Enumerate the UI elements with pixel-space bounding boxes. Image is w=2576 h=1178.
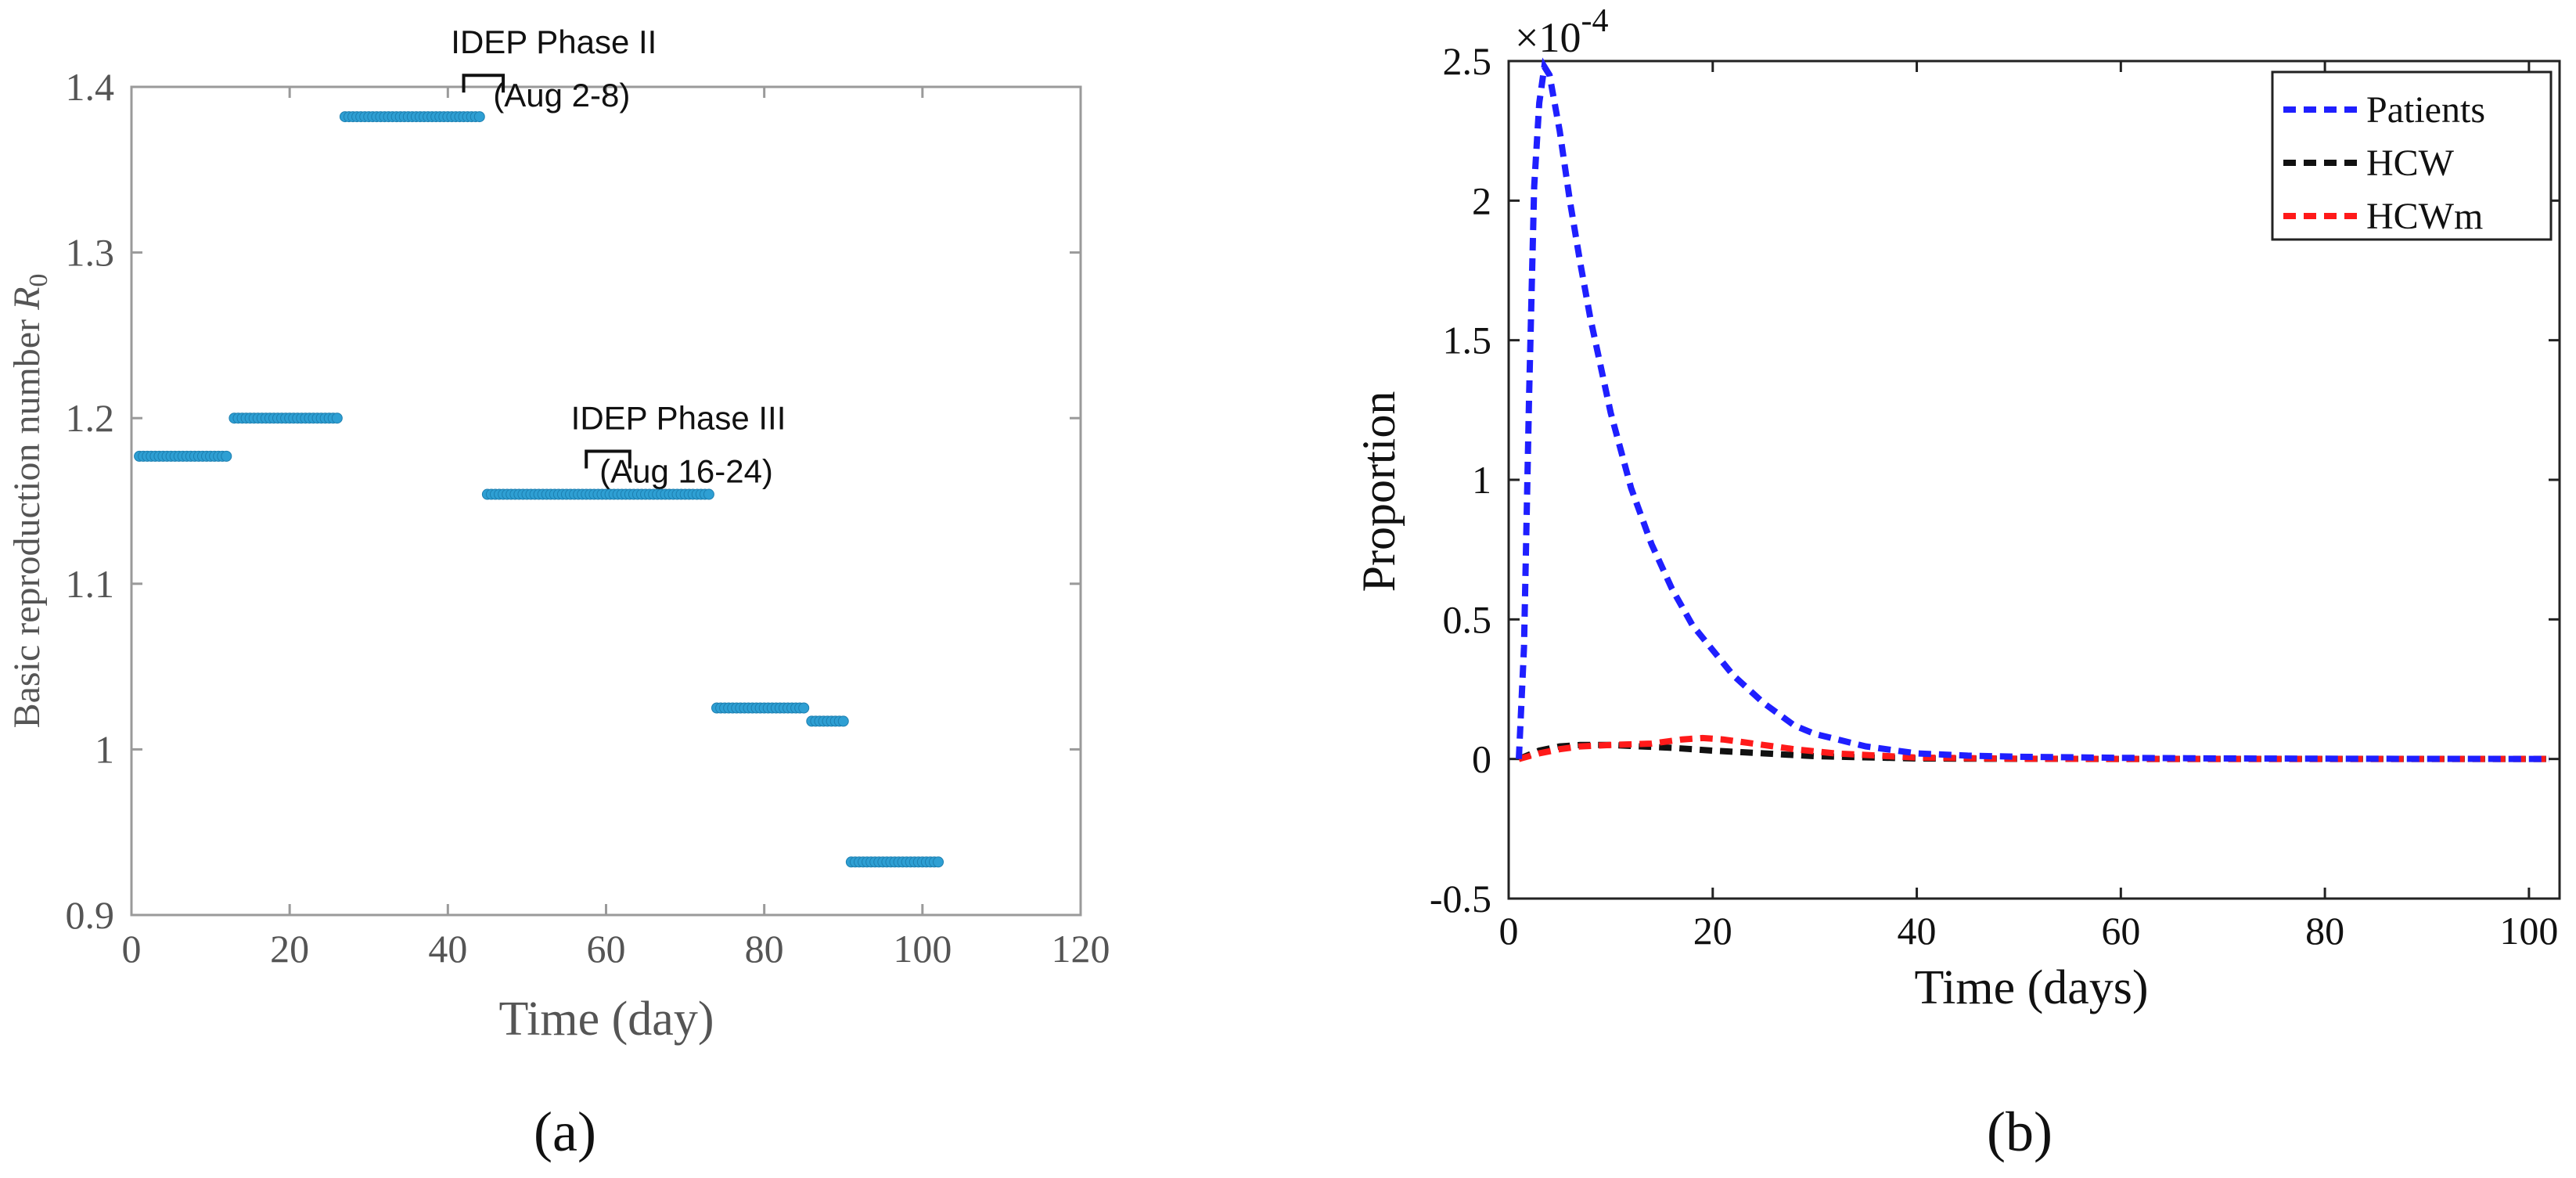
panel-a-data-point (703, 488, 714, 500)
panel-b-series-line-hcwm (1517, 734, 2549, 762)
panel-a-x-tick-label: 60 (587, 927, 626, 971)
panel-b-y-tick-label: 2.5 (1443, 39, 1492, 83)
legend-label-hcw: HCW (2366, 142, 2455, 184)
panel-b-x-tick-label: 80 (2305, 909, 2344, 953)
panel-b-y-tick-label: 1 (1472, 458, 1491, 502)
panel-a-y-tick-label: 1.3 (66, 231, 115, 275)
legend-label-patients: Patients (2366, 89, 2485, 131)
panel-a-data-points (134, 111, 944, 868)
panel-b-x-ticks: 0 20 40 60 80 100 (1499, 61, 2558, 953)
panel-b-x-tick-label: 0 (1499, 909, 1519, 953)
panel-b-series-line-patients (1516, 57, 2549, 762)
panel-a-x-ticks: 0 20 40 60 80 100 120 (122, 87, 1110, 971)
panel-a-chart: 0.9 1 1.1 1.2 1.3 1.4 0 20 40 60 80 100 120 IDEP Ph… (6, 23, 1110, 1046)
panel-a-x-tick-label: 80 (745, 927, 784, 971)
panel-a-data-point (221, 450, 232, 462)
panel-a-data-point (331, 412, 343, 424)
panel-b-letter: (b) (1987, 1101, 2053, 1163)
panel-a-data-point (837, 715, 849, 727)
panel-a-x-tick-label: 0 (122, 927, 142, 971)
panel-a-y-tick-label: 1.4 (66, 65, 115, 109)
panel-a-plot-frame (130, 85, 1082, 917)
panel-a-annotation-title: IDEP Phase II (451, 23, 657, 60)
panel-a-annotation-title: IDEP Phase III (571, 400, 786, 437)
panel-a-y-ticks: 0.9 1 1.1 1.2 1.3 1.4 (66, 65, 1081, 937)
panel-a-annotation-bracket (462, 74, 505, 93)
legend-label-hcwm: HCWm (2366, 196, 2483, 237)
panel-a-y-tick-label: 1.2 (66, 396, 115, 440)
panel-b-y-axis-label: Proportion (1353, 391, 1405, 593)
panel-a-data-point (798, 702, 810, 714)
panel-b-legend: Patients HCW HCWm (2271, 70, 2553, 241)
panel-a-y-axis-label: Basic reproduction number R0 (6, 274, 53, 729)
panel-b-x-tick-label: 20 (1693, 909, 1732, 953)
panel-b-x-tick-label: 100 (2499, 909, 2558, 953)
panel-a-x-tick-label: 120 (1052, 927, 1110, 971)
panel-b-y-tick-label: -0.5 (1430, 877, 1491, 920)
panel-b-y-tick-label: 0.5 (1443, 597, 1492, 641)
panel-a-annotation-bracket (585, 449, 631, 469)
panel-a-data-point (473, 111, 485, 123)
panel-b-y-ticks: -0.5 0 0.5 1 1.5 2 2.5 (1430, 39, 2560, 920)
panel-a-x-tick-label: 100 (893, 927, 952, 971)
panel-b-chart: -0.500.511.522.5 0 20 40 60 80 100 ×10-4 Time… (1353, 3, 2561, 1014)
panel-b-series-lines (1516, 57, 2549, 762)
panel-a-annotation-dates: (Aug 16-24) (599, 453, 773, 490)
panel-a-annotations: IDEP Phase II (Aug 2-8) IDEP Phase III (Aug… (451, 23, 786, 489)
panel-b-y-scale-multiplier: ×10-4 (1515, 3, 1608, 61)
panel-a-y-tick-label: 1 (95, 727, 114, 771)
panel-a-data-point (933, 856, 944, 868)
panel-a-x-tick-label: 40 (428, 927, 467, 971)
panel-b-y-tick-label: 1.5 (1443, 319, 1492, 362)
panel-b-x-axis-label: Time (days) (1914, 961, 2148, 1014)
panel-a-annotation-dates: (Aug 2-8) (493, 77, 630, 113)
panel-a-x-tick-label: 20 (270, 927, 309, 971)
panel-a-y-tick-label: 0.9 (66, 893, 115, 937)
panel-b-x-tick-label: 40 (1898, 909, 1937, 953)
panel-b-x-tick-label: 60 (2101, 909, 2140, 953)
panel-b-y-tick-label: 0 (1472, 737, 1491, 781)
legend-box (2271, 70, 2553, 241)
panel-a-y-tick-label: 1.1 (66, 562, 115, 606)
panel-a-x-axis-label: Time (day) (499, 992, 714, 1046)
panel-a-letter: (a) (534, 1101, 596, 1163)
panel-b-y-tick-label: 2 (1472, 178, 1491, 222)
